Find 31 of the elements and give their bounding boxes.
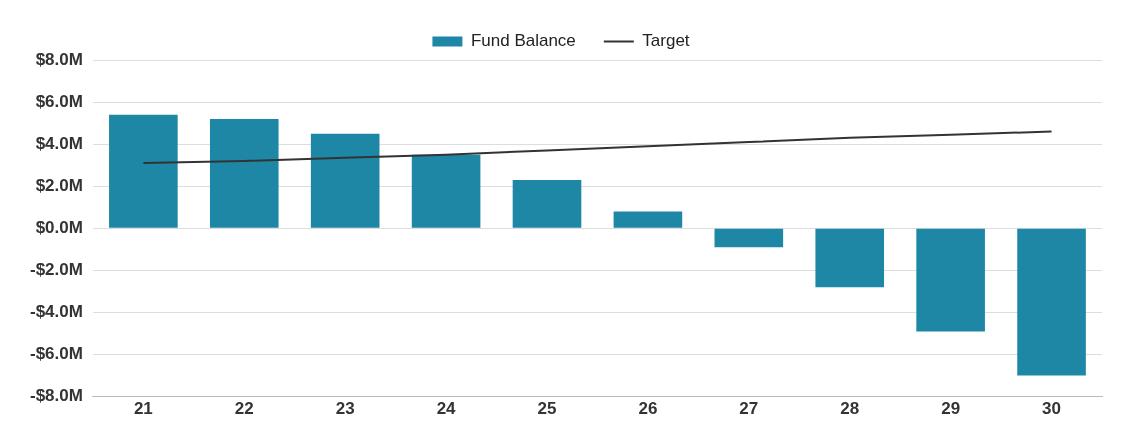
bar: [815, 228, 885, 288]
bar: [714, 228, 784, 248]
y-tick-label: $2.0M: [35, 175, 83, 195]
x-tick-label: 25: [537, 399, 557, 419]
y-tick-label: $8.0M: [35, 49, 83, 69]
x-tick-label: 28: [840, 399, 860, 419]
bar: [109, 114, 178, 228]
y-tick-label: $4.0M: [35, 133, 83, 153]
y-tick-label: $0.0M: [35, 217, 83, 237]
x-tick-label: 29: [941, 399, 961, 419]
y-tick-label: -$4.0M: [29, 302, 83, 322]
x-tick-label: 21: [133, 399, 153, 419]
bar: [310, 133, 380, 228]
y-tick-label: -$2.0M: [29, 260, 83, 280]
x-tick-label: 27: [739, 399, 759, 419]
bar: [1017, 228, 1086, 376]
bar: [916, 228, 985, 332]
y-tick-label: -$6.0M: [29, 344, 83, 364]
bar: [411, 154, 481, 228]
legend-label: Target: [642, 31, 690, 51]
x-tick-label: 24: [436, 399, 457, 419]
bar: [209, 118, 279, 228]
bar: [613, 211, 683, 228]
x-tick-label: 23: [335, 399, 355, 419]
x-tick-label: 30: [1042, 399, 1062, 419]
x-tick-label: 22: [234, 399, 254, 419]
bar: [512, 179, 582, 228]
y-tick-label: -$8.0M: [29, 386, 83, 406]
legend-label: Fund Balance: [470, 31, 576, 51]
y-tick-label: $6.0M: [35, 91, 83, 111]
x-tick-label: 26: [638, 399, 658, 419]
